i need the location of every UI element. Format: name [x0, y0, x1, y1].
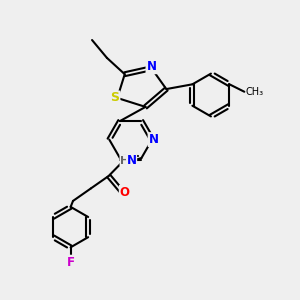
Text: N: N [148, 133, 159, 146]
Text: N: N [127, 154, 136, 167]
Text: F: F [67, 256, 75, 269]
Text: H: H [120, 155, 130, 166]
Text: CH₃: CH₃ [246, 87, 264, 97]
Text: O: O [120, 186, 130, 199]
Text: N: N [146, 60, 157, 73]
Text: S: S [110, 92, 119, 104]
